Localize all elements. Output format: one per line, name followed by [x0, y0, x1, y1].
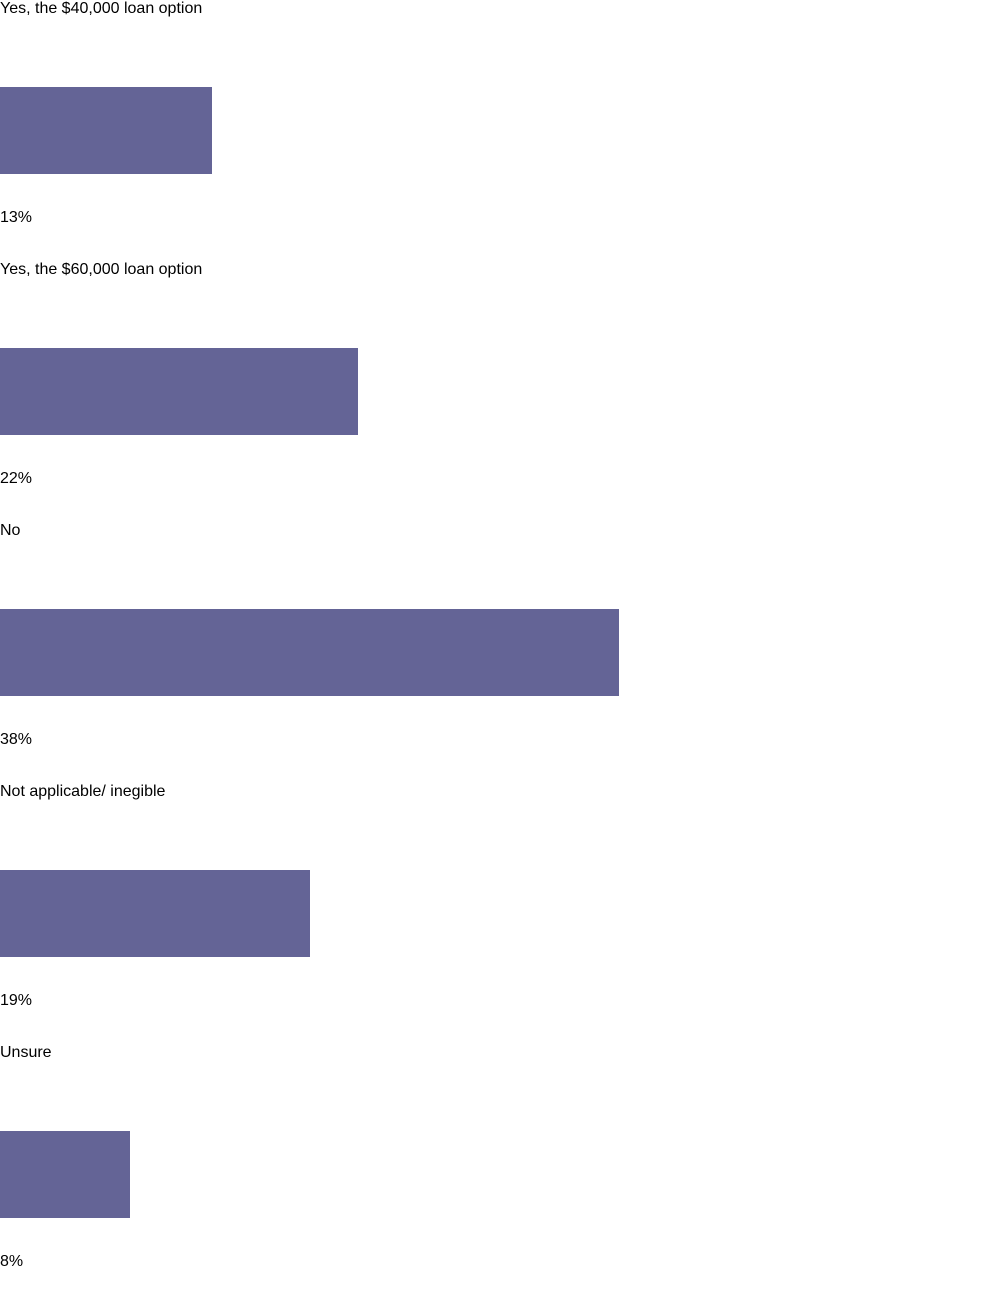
bar	[0, 87, 212, 174]
category-text: Not applicable/ inegible	[0, 783, 166, 800]
bar	[0, 870, 310, 957]
value-label: 19%	[0, 992, 33, 1009]
category-label: Unsure	[0, 1044, 991, 1131]
category-text: No	[0, 522, 21, 539]
value-label: 22%	[0, 470, 33, 487]
bar	[0, 1131, 131, 1218]
category-text: Unsure	[0, 1044, 52, 1061]
bar	[0, 609, 619, 696]
value-label: 8%	[0, 1253, 24, 1270]
category-label: Yes, the $40,000 loan option	[0, 0, 991, 87]
category-label: Yes, the $60,000 loan option	[0, 261, 991, 348]
category-text: Yes, the $40,000 loan option	[0, 0, 203, 17]
category-label: No	[0, 522, 991, 609]
category-text: Yes, the $60,000 loan option	[0, 261, 203, 278]
bar	[0, 348, 359, 435]
value-label: 13%	[0, 209, 33, 226]
value-label: 38%	[0, 731, 33, 748]
chart: Yes, the $40,000 loan option 13% Yes, the …	[0, 0, 991, 1270]
category-label: Not applicable/ inegible	[0, 783, 991, 870]
